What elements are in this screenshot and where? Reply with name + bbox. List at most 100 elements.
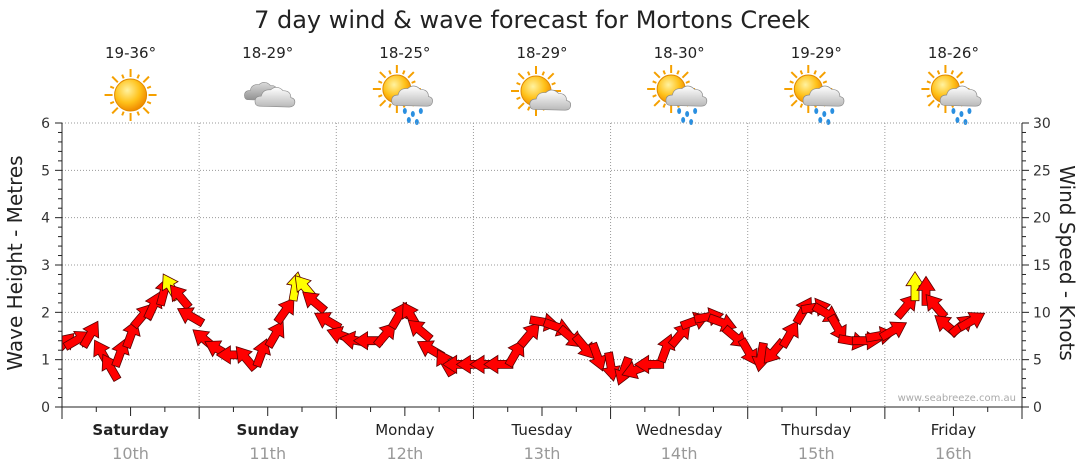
sun-ray — [541, 71, 545, 76]
right-tick-label: 0 — [1033, 400, 1042, 416]
sun-ray — [676, 70, 680, 75]
cloud-shape — [665, 85, 708, 107]
sun-ray — [111, 107, 119, 115]
day-name-label: Thursday — [780, 421, 851, 439]
cloud-body — [391, 85, 433, 107]
sun-ray — [516, 96, 521, 100]
wind-arrow — [956, 312, 986, 332]
day-date-label: 16th — [935, 444, 972, 463]
left-tick-label: 1 — [41, 353, 50, 369]
cloud-body — [665, 85, 708, 107]
daily-weather-row: 19-36° 18-29° 18-25° 18-29° 18-30° 19-29° 18-2… — [104, 44, 982, 125]
sun-ray — [822, 80, 828, 84]
sun-ray — [142, 75, 150, 83]
right-tick-label: 15 — [1033, 258, 1051, 274]
day-name-label: Sunday — [237, 421, 300, 439]
sun-ray — [653, 71, 661, 79]
sun-ray — [379, 71, 387, 79]
sun-ray — [926, 94, 932, 98]
wind-arrow — [252, 338, 271, 369]
sun-ray — [379, 99, 387, 107]
left-tick-label: 0 — [41, 400, 50, 416]
sun-cloud-icon — [511, 66, 572, 116]
sun-ray — [547, 72, 555, 80]
day-temperature: 18-25° — [379, 44, 430, 62]
rain-drop — [814, 108, 819, 114]
day-temperature: 19-36° — [105, 44, 156, 62]
rain-drop — [951, 108, 956, 114]
right-tick-label: 5 — [1033, 353, 1042, 369]
sun-ray — [799, 70, 804, 75]
left-axis-label: Wave Height - Metres — [3, 155, 27, 370]
day-temperature: 19-29° — [791, 44, 842, 62]
wind-arrow — [264, 320, 285, 349]
rain-drop — [685, 111, 690, 117]
wind-arrow — [372, 322, 396, 349]
rain-drop — [822, 111, 827, 117]
day-name-label: Friday — [931, 421, 977, 439]
wind-arrow — [176, 307, 206, 328]
cloud-shape — [939, 85, 982, 107]
cloud-shape — [254, 87, 296, 108]
wind-arrow — [878, 321, 908, 342]
wind-arrow — [79, 320, 100, 349]
rain-drop — [689, 119, 694, 125]
rain-drop — [414, 119, 419, 125]
day-date-label: 13th — [524, 444, 561, 463]
sun-ray — [818, 71, 826, 79]
sun-ray — [388, 70, 392, 75]
sun-ray — [662, 103, 666, 108]
sun-ray — [956, 71, 964, 79]
sun-ray — [109, 100, 115, 105]
right-tick-label: 30 — [1033, 116, 1051, 132]
sun-ray — [813, 70, 817, 75]
wind-arrow — [235, 346, 259, 373]
day-name-label: Wednesday — [636, 421, 723, 439]
sun-ray — [959, 80, 965, 84]
sun-ray — [516, 82, 521, 86]
day-name-label: Saturday — [92, 421, 169, 439]
rain-drops — [814, 108, 835, 125]
sun-ray — [662, 70, 666, 75]
rain-drops — [951, 108, 972, 125]
right-tick-label: 20 — [1033, 211, 1051, 227]
left-tick-label: 4 — [41, 211, 50, 227]
sun-ray — [681, 71, 689, 79]
rain-drop — [693, 108, 698, 114]
wind-arrows — [62, 270, 986, 386]
wind-arrow — [407, 319, 434, 343]
left-tick-label: 6 — [41, 116, 50, 132]
sun-ray — [652, 94, 657, 98]
cloud-icon — [244, 82, 296, 108]
rain-drop — [955, 117, 960, 123]
cloud-body — [939, 85, 982, 107]
left-tick-label: 5 — [41, 163, 50, 179]
rain-drop — [410, 111, 415, 117]
wind-arrow — [516, 322, 540, 349]
sun-cloud-rain-icon — [647, 65, 708, 125]
sun-cloud-rain-icon — [784, 65, 845, 125]
rain-drop — [677, 108, 682, 114]
right-axis-label: Wind Speed - Knots — [1055, 165, 1079, 361]
rain-drop — [818, 117, 823, 123]
cloud-shape — [391, 85, 433, 107]
day-temperature: 18-30° — [654, 44, 705, 62]
rain-drops — [402, 108, 423, 125]
wind-arrow — [143, 291, 163, 321]
sun-ray — [653, 99, 661, 107]
left-tick-label: 3 — [41, 258, 50, 274]
sun-ray — [927, 99, 935, 107]
day-date-label: 10th — [112, 444, 149, 463]
right-tick-label: 10 — [1033, 305, 1051, 321]
sun-ray — [926, 80, 932, 84]
sun-ray — [790, 71, 798, 79]
sun-ray — [799, 103, 804, 108]
rain-drop — [406, 117, 411, 123]
rain-drop — [681, 117, 686, 123]
sun-ray — [109, 85, 115, 90]
plot-grid — [62, 122, 1022, 407]
rain-drop — [967, 108, 972, 114]
wind-arrow — [633, 354, 665, 375]
sun-ray — [146, 85, 152, 90]
right-tick-label: 25 — [1033, 163, 1051, 179]
